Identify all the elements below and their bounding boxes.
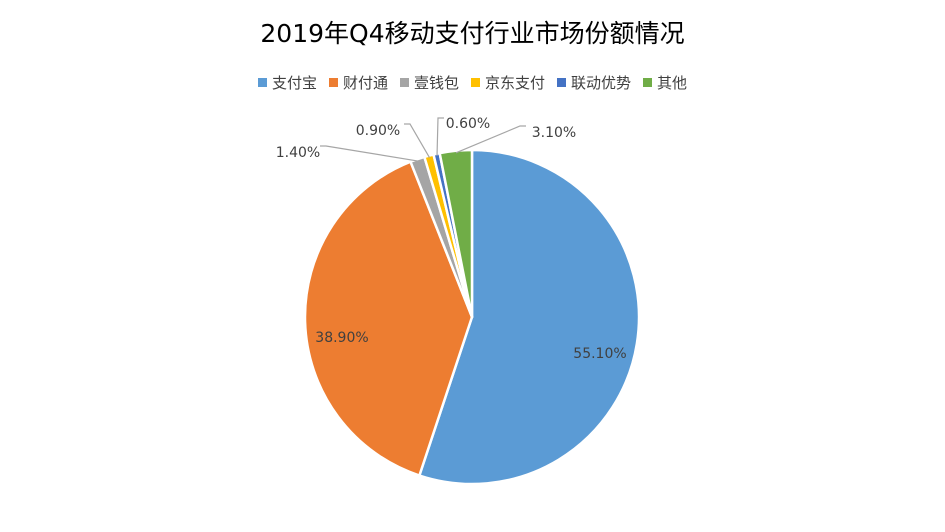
leader-lines bbox=[320, 117, 526, 162]
legend-swatch-umpay bbox=[557, 78, 567, 87]
legend-item-tenpay: 财付通 bbox=[328, 72, 388, 93]
leader-line-other bbox=[455, 125, 526, 154]
legend-item-other: 其他 bbox=[643, 72, 687, 93]
legend-label-tenpay: 财付通 bbox=[342, 74, 388, 92]
pie-slice-alipay bbox=[418, 148, 641, 486]
data-label-1qianbao: 1.40% bbox=[276, 145, 320, 161]
legend-label-1qianbao: 壹钱包 bbox=[413, 74, 459, 92]
chart-title: 2019年Q4移动支付行业市场份额情况 bbox=[260, 19, 685, 48]
legend-label-alipay: 支付宝 bbox=[271, 74, 317, 92]
leader-line-umpay bbox=[436, 117, 444, 156]
pie-slices bbox=[303, 148, 641, 486]
legend-item-jdpay: 京东支付 bbox=[471, 72, 545, 93]
legend: 支付宝 财付通 壹钱包 京东支付 联动优势 其他 bbox=[0, 72, 945, 93]
data-label-umpay: 0.60% bbox=[446, 116, 490, 132]
legend-swatch-alipay bbox=[257, 78, 267, 87]
data-label-tenpay: 38.90% bbox=[315, 330, 368, 346]
data-label-alipay: 55.10% bbox=[573, 346, 626, 362]
legend-swatch-jdpay bbox=[471, 78, 480, 87]
data-label-other: 3.10% bbox=[532, 125, 576, 141]
legend-item-alipay: 支付宝 bbox=[257, 72, 317, 93]
legend-swatch-other bbox=[643, 78, 653, 87]
legend-label-jdpay: 京东支付 bbox=[485, 74, 546, 92]
leader-line-1qianbao bbox=[320, 145, 419, 162]
legend-swatch-tenpay bbox=[328, 78, 338, 87]
legend-label-other: 其他 bbox=[657, 74, 688, 92]
pie-slice-other bbox=[438, 148, 474, 319]
data-labels: 55.10% 38.90% 1.40% 0.90% 0.60% 3.10% bbox=[276, 116, 627, 362]
legend-label-umpay: 联动优势 bbox=[571, 74, 632, 92]
legend-item-1qianbao: 壹钱包 bbox=[399, 72, 459, 93]
data-label-jdpay: 0.90% bbox=[356, 123, 400, 139]
legend-item-umpay: 联动优势 bbox=[557, 72, 631, 93]
legend-swatch-1qianbao bbox=[399, 78, 409, 87]
leader-line-jdpay bbox=[404, 123, 430, 158]
pie-slice-tenpay bbox=[303, 160, 474, 477]
